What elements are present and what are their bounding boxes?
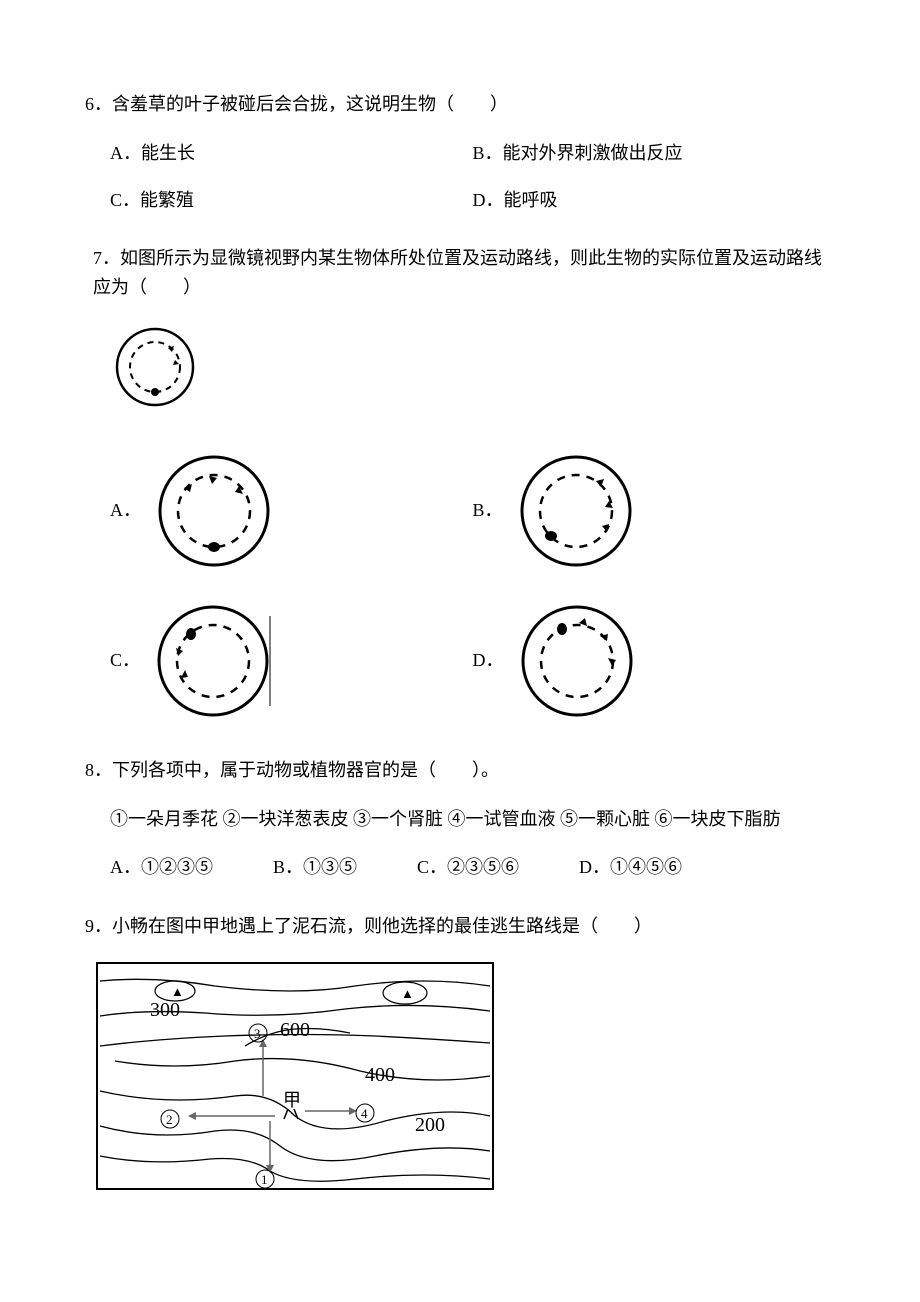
q8-items: ①一朵月季花 ②一块洋葱表皮 ③一个肾脏 ④一试管血液 ⑤一颗心脏 ⑥一块皮下脂… [85, 805, 835, 834]
q6-option-b: B．能对外界刺激做出反应 [473, 139, 836, 168]
svg-text:▲: ▲ [401, 986, 414, 1001]
question-7: 7．如图所示为显微镜视野内某生物体所处位置及运动路线，则此生物的实际位置及运动路… [85, 244, 835, 725]
q7-options-row2: C． D． [85, 596, 835, 726]
q8-option-b: B．①③⑤ [273, 853, 357, 882]
q8-stem: 8．下列各项中，属于动物或植物器官的是（ ）。 [85, 756, 835, 785]
q6-option-a: A．能生长 [110, 139, 473, 168]
contour-600: 600 [280, 1019, 310, 1041]
contour-300: 300 [150, 999, 180, 1021]
q6-options-row1: A．能生长 B．能对外界刺激做出反应 [85, 139, 835, 168]
q8-options: A．①②③⑤ B．①③⑤ C．②③⑤⑥ D．①④⑤⑥ [85, 853, 835, 882]
q8-option-a: A．①②③⑤ [110, 853, 213, 882]
route-4: 4 [361, 1106, 368, 1121]
question-6: 6．含羞草的叶子被碰后会合拢，这说明生物（ ） A．能生长 B．能对外界刺激做出… [85, 90, 835, 214]
microscope-view-icon [110, 322, 200, 412]
contour-200: 200 [415, 1114, 445, 1136]
route-2: 2 [166, 1112, 173, 1127]
q7-options-row1: A． B． [85, 446, 835, 576]
question-8: 8．下列各项中，属于动物或植物器官的是（ ）。 ①一朵月季花 ②一块洋葱表皮 ③… [85, 756, 835, 882]
q7-stem: 7．如图所示为显微镜视野内某生物体所处位置及运动路线，则此生物的实际位置及运动路… [85, 244, 835, 302]
q7-b-label: B． [473, 496, 503, 525]
route-3: 3 [254, 1026, 261, 1041]
route-1: 1 [261, 1172, 268, 1187]
q7-a-label: A． [110, 496, 141, 525]
contour-map-icon: ▲ ▲ 300 600 400 200 甲 3 2 [95, 961, 495, 1191]
option-b-diagram [511, 446, 641, 576]
q6-option-d: D．能呼吸 [473, 186, 836, 215]
person-marker: 甲 [283, 1090, 301, 1110]
option-d-diagram [512, 596, 642, 726]
q9-stem: 9．小畅在图中甲地遇上了泥石流，则他选择的最佳逃生路线是（ ） [85, 912, 835, 941]
q7-option-d: D． [473, 596, 836, 726]
q6-stem: 6．含羞草的叶子被碰后会合拢，这说明生物（ ） [85, 90, 835, 119]
q8-option-d: D．①④⑤⑥ [579, 853, 682, 882]
q8-option-c: C．②③⑤⑥ [417, 853, 519, 882]
question-9: 9．小畅在图中甲地遇上了泥石流，则他选择的最佳逃生路线是（ ） ▲ ▲ 300 [85, 912, 835, 1200]
q7-option-c: C． [110, 596, 473, 726]
option-c-diagram [148, 596, 288, 726]
q7-c-label: C． [110, 646, 140, 675]
q6-options-row2: C．能繁殖 D．能呼吸 [85, 186, 835, 215]
q7-option-a: A． [110, 446, 473, 576]
q6-option-c: C．能繁殖 [110, 186, 473, 215]
q7-main-diagram [110, 322, 835, 421]
option-a-diagram [149, 446, 279, 576]
svg-text:▲: ▲ [171, 984, 184, 999]
q9-map-diagram: ▲ ▲ 300 600 400 200 甲 3 2 [95, 961, 835, 1200]
contour-400: 400 [365, 1064, 395, 1086]
q7-d-label: D． [473, 646, 504, 675]
q7-option-b: B． [473, 446, 836, 576]
